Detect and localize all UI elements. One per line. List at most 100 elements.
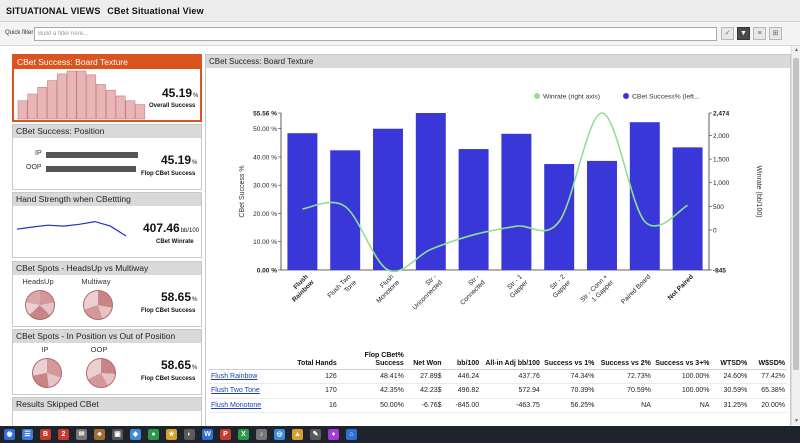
cell-allin-adj: -463.75 xyxy=(481,398,542,413)
widget-board-texture[interactable]: CBet Success: Board Texture 45.19% Overa… xyxy=(12,54,202,122)
bar xyxy=(544,164,575,270)
y2-tick-label: 2,474 xyxy=(713,111,730,118)
cell-success-vs-3: 100.00% xyxy=(652,383,712,399)
app-icon-6[interactable]: ▣ xyxy=(112,429,123,440)
app-icon-9[interactable]: ★ xyxy=(166,429,177,440)
y-tick-label: 10.00 % xyxy=(253,239,277,246)
ip-label: IP xyxy=(35,150,42,157)
row-link[interactable]: Flush Two Tone xyxy=(211,387,260,395)
app-icon-17[interactable]: ✎ xyxy=(310,429,321,440)
x-tick-label-line: Paired Board xyxy=(620,273,652,305)
row-link[interactable]: Flush Rainbow xyxy=(211,372,258,380)
cell-total-hands: 170 xyxy=(292,383,339,399)
cell-wtsd: 30.59% xyxy=(711,383,750,399)
cell-name[interactable]: Flush Two Tone xyxy=(209,383,293,399)
cell-success-vs-2: 72.73% xyxy=(596,369,653,384)
app-icon-19[interactable]: ⌂ xyxy=(346,429,357,440)
bar xyxy=(629,122,660,270)
app-icon-7[interactable]: ◆ xyxy=(130,429,141,440)
ip-pie xyxy=(32,358,62,388)
vertical-scrollbar[interactable]: ▲ ▼ xyxy=(791,46,800,425)
col-header-wtsd[interactable]: WTSD% xyxy=(711,345,750,370)
board-texture-chart: 0.00 % 10.00 % 20.00 % 30.00 % 40.00 % 50.00 … xyxy=(239,93,762,312)
cell-name[interactable]: Flush Rainbow xyxy=(209,369,293,384)
app-icon-14[interactable]: ♪ xyxy=(256,429,267,440)
start-icon[interactable]: ◉ xyxy=(4,429,15,440)
cell-net-won: 42.23$ xyxy=(405,383,444,399)
check-icon[interactable]: ✓ xyxy=(721,27,734,40)
quick-filter-input[interactable] xyxy=(34,27,717,41)
widget-ip-oop[interactable]: CBet Spots - In Position vs Out of Posit… xyxy=(12,329,202,395)
y-tick-label: 40.00 % xyxy=(253,154,277,161)
x-tick-label: Str - 2Gapper xyxy=(546,273,573,300)
col-header-success-vs-1[interactable]: Success vs 1% xyxy=(541,345,597,370)
col-header-name[interactable] xyxy=(209,345,293,370)
list-icon[interactable]: ≡ xyxy=(753,27,766,40)
ip-bar xyxy=(46,152,138,158)
cell-wsd: 20.00% xyxy=(749,398,787,413)
app-icon-5[interactable]: ♣ xyxy=(94,429,105,440)
cell-bb100: 496.82 xyxy=(443,383,482,399)
widget-position[interactable]: CBet Success: Position IP OOP 45.19% Flo… xyxy=(12,124,202,190)
app-icon-13[interactable]: X xyxy=(238,429,249,440)
flop-success-value: 58.65% xyxy=(161,290,197,304)
widget-hand-strength[interactable]: Hand Strength when CBettting 407.46bb/10… xyxy=(12,192,202,258)
mini-bar xyxy=(17,100,28,120)
mini-bar xyxy=(47,80,57,120)
col-header-bb100[interactable]: bb/100 xyxy=(443,345,482,370)
cell-name[interactable]: Flush Monotone xyxy=(209,398,293,413)
app-icon-16[interactable]: ▲ xyxy=(292,429,303,440)
table-row[interactable]: Flush Two Tone 170 42.35% 42.23$ 496.82 572.9… xyxy=(209,383,787,399)
table-row[interactable]: Flush Rainbow 126 48.41% 27.89$ 446.24 437.76… xyxy=(209,369,787,384)
y2-tick-label: 0 xyxy=(713,228,717,235)
cell-flop-success: 42.35% xyxy=(338,383,406,399)
scroll-up-icon[interactable]: ▲ xyxy=(794,47,799,53)
taskbar: ◉ ☰ B 2 ✉ ♣ ▣ ◆ ● ★ ◐ W P X ♪ ◎ ▲ ✎ ♦ ⌂ xyxy=(0,426,800,443)
filter-icon[interactable]: ▼ xyxy=(737,27,750,40)
col-header-total-hands[interactable]: Total Hands xyxy=(292,345,339,370)
cell-success-vs-2: NA xyxy=(596,398,653,413)
grid-icon[interactable]: ⊞ xyxy=(769,27,782,40)
winrate-line xyxy=(302,112,688,273)
app-icon-2[interactable]: B xyxy=(40,429,51,440)
col-header-allin-adj[interactable]: All-in Adj bb/100 xyxy=(481,345,542,370)
title-bar: SITUATIONAL VIEWS CBet Situational View xyxy=(0,0,800,22)
app-icon-4[interactable]: ✉ xyxy=(76,429,87,440)
app-icon-11[interactable]: W xyxy=(202,429,213,440)
x-tick-label: Str -Connected xyxy=(454,273,487,306)
x-tick-label: FlushRainbow xyxy=(285,273,316,304)
app-icon-18[interactable]: ♦ xyxy=(328,429,339,440)
app-icon-15[interactable]: ◎ xyxy=(274,429,285,440)
legend-winrate[interactable]: Winrate (right axis) xyxy=(543,94,600,101)
app-icon-1[interactable]: ☰ xyxy=(22,429,33,440)
col-header-flop-cbet-success[interactable]: Flop CBet% Success xyxy=(338,345,406,370)
scroll-down-icon[interactable]: ▼ xyxy=(794,418,799,424)
cell-allin-adj: 437.76 xyxy=(481,369,542,384)
value-number: 45.19 xyxy=(162,86,193,100)
widget-title: Hand Strength when CBettting xyxy=(13,193,201,206)
widget-title: CBet Success: Board Texture xyxy=(14,56,200,69)
col-header-net-won[interactable]: Net Won xyxy=(405,345,444,370)
scrollbar-thumb[interactable] xyxy=(793,58,799,370)
flop-success-label: Flop CBet Success xyxy=(141,308,196,314)
cell-bb100: -845.00 xyxy=(443,398,482,413)
filter-bar: Quick filter ✓ ▼ ≡ ⊞ xyxy=(0,22,800,46)
legend-cbet-success[interactable]: CBet Success% (left... xyxy=(632,94,700,101)
table-row[interactable]: Flush Monotone 16 50.00% -6.76$ -845.00 -463.… xyxy=(209,398,787,413)
cell-success-vs-3: NA xyxy=(652,398,712,413)
widget-headsup-multiway[interactable]: CBet Spots - HeadsUp vs Multiway HeadsUp… xyxy=(12,261,202,327)
col-header-success-vs-3[interactable]: Success vs 3+% xyxy=(652,345,712,370)
app-icon-3[interactable]: 2 xyxy=(58,429,69,440)
app-icon-10[interactable]: ◐ xyxy=(184,429,195,440)
col-header-success-vs-2[interactable]: Success vs 2% xyxy=(596,345,653,370)
col-header-wsd[interactable]: W$SD% xyxy=(749,345,787,370)
app-icon-8[interactable]: ● xyxy=(148,429,159,440)
main-panel-title: CBet Success: Board Texture xyxy=(206,55,790,68)
row-link[interactable]: Flush Monotone xyxy=(211,401,262,409)
value-unit: % xyxy=(192,365,198,371)
value-unit: % xyxy=(192,297,198,303)
cell-success-vs-1: 74.34% xyxy=(541,369,597,384)
mini-bar xyxy=(27,93,38,120)
app-icon-12[interactable]: P xyxy=(220,429,231,440)
legend-marker-cbet xyxy=(623,93,629,99)
